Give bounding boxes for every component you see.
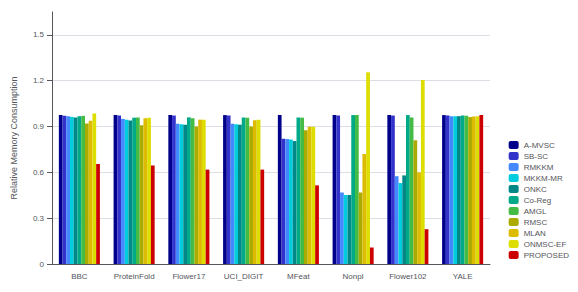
svg-text:MLAN: MLAN	[524, 229, 546, 238]
svg-text:Relative Memory Consumption: Relative Memory Consumption	[9, 76, 19, 199]
svg-text:ONMSC-EF: ONMSC-EF	[524, 240, 567, 249]
svg-text:ONKC: ONKC	[524, 185, 547, 194]
svg-text:Flower102: Flower102	[389, 272, 427, 281]
svg-text:1.5: 1.5	[33, 30, 45, 39]
svg-text:Co-Reg: Co-Reg	[524, 196, 552, 205]
svg-text:BBC: BBC	[71, 272, 88, 281]
svg-text:PROPOSED: PROPOSED	[524, 251, 570, 260]
svg-text:0: 0	[40, 260, 45, 269]
svg-text:AMGL: AMGL	[524, 207, 547, 216]
svg-text:0.6: 0.6	[33, 168, 45, 177]
svg-text:UCI_DIGIT: UCI_DIGIT	[224, 272, 264, 281]
svg-text:Flower17: Flower17	[172, 272, 205, 281]
svg-text:MKKM-MR: MKKM-MR	[524, 174, 563, 183]
svg-text:1.2: 1.2	[33, 76, 45, 85]
svg-text:RMSC: RMSC	[524, 218, 548, 227]
svg-text:A-MVSC: A-MVSC	[524, 141, 555, 150]
svg-text:ProteinFold: ProteinFold	[114, 272, 155, 281]
svg-text:0.3: 0.3	[33, 214, 45, 223]
svg-text:MFeat: MFeat	[287, 272, 310, 281]
svg-text:NonpI: NonpI	[342, 272, 363, 281]
svg-text:0.9: 0.9	[33, 122, 45, 131]
svg-text:YALE: YALE	[453, 272, 473, 281]
svg-text:RMKKM: RMKKM	[524, 163, 554, 172]
svg-text:SB-SC: SB-SC	[524, 152, 549, 161]
